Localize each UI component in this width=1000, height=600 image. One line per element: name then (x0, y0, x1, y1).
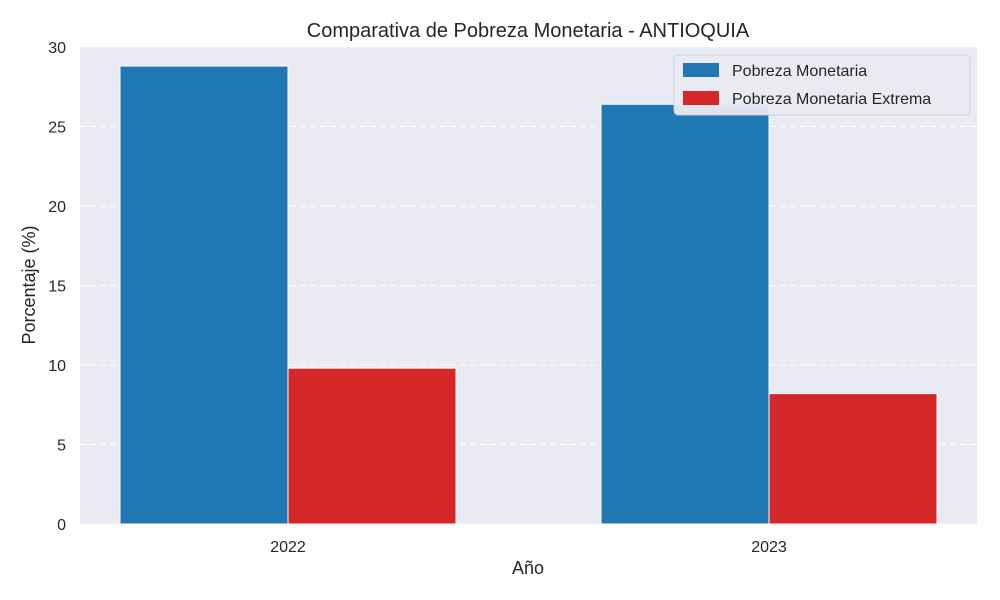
y-tick-label: 10 (48, 358, 66, 375)
x-axis-label: Año (512, 558, 544, 578)
y-tick-label: 5 (57, 438, 66, 455)
legend-swatch (683, 63, 719, 77)
bars (119, 65, 938, 525)
y-tick-label: 20 (48, 199, 66, 216)
bar (768, 393, 938, 525)
x-tick-label: 2022 (270, 539, 306, 556)
legend-label: Pobreza Monetaria (732, 63, 867, 80)
bar (600, 103, 770, 525)
legend-swatch (683, 91, 719, 105)
legend-box (673, 54, 971, 116)
y-tick-label: 15 (48, 279, 66, 296)
x-tick-labels: 2022 2023 (270, 539, 787, 556)
legend-label: Pobreza Monetaria Extrema (732, 91, 931, 108)
x-tick-label: 2023 (751, 539, 787, 556)
bar (287, 367, 457, 525)
chart-title: Comparativa de Pobreza Monetaria - ANTIO… (307, 20, 750, 42)
bar (119, 65, 289, 525)
y-axis-label: Porcentaje (%) (19, 225, 39, 344)
y-tick-label: 30 (48, 40, 66, 57)
legend: Pobreza Monetaria Pobreza Monetaria Extre… (673, 54, 971, 116)
y-tick-label: 25 (48, 120, 66, 137)
y-tick-labels: 0 5 10 15 20 25 30 (48, 40, 66, 534)
y-tick-label: 0 (57, 517, 66, 534)
